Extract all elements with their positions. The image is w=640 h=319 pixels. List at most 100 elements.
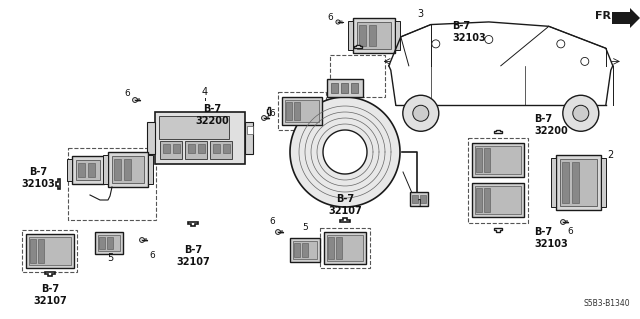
Bar xyxy=(294,243,300,257)
Text: 6: 6 xyxy=(567,227,573,236)
Bar xyxy=(476,188,482,212)
Bar xyxy=(163,144,170,153)
Bar xyxy=(468,138,528,223)
Bar xyxy=(475,186,521,214)
Bar xyxy=(278,92,326,130)
Bar xyxy=(114,159,121,180)
Circle shape xyxy=(336,20,340,24)
Text: B-7
32103: B-7 32103 xyxy=(452,21,486,43)
Circle shape xyxy=(557,40,564,48)
Text: 2: 2 xyxy=(607,150,613,160)
Bar xyxy=(68,148,156,220)
Bar xyxy=(223,144,230,153)
Circle shape xyxy=(413,105,429,121)
Bar xyxy=(30,239,36,263)
Bar xyxy=(348,21,353,50)
Bar xyxy=(556,155,601,210)
Bar xyxy=(302,243,308,257)
Bar xyxy=(475,146,521,174)
Text: 4: 4 xyxy=(202,87,208,97)
Text: B-7
32107: B-7 32107 xyxy=(176,245,210,267)
Polygon shape xyxy=(266,107,270,115)
Bar xyxy=(147,122,155,154)
Bar xyxy=(185,141,207,159)
Text: 6: 6 xyxy=(149,250,155,259)
Text: B-7
32103: B-7 32103 xyxy=(21,167,55,189)
Bar xyxy=(285,100,319,122)
Bar xyxy=(213,144,220,153)
Polygon shape xyxy=(45,272,55,276)
Bar xyxy=(484,188,490,212)
Bar xyxy=(359,25,366,46)
Bar xyxy=(472,143,524,177)
Polygon shape xyxy=(340,218,350,222)
Bar xyxy=(103,155,108,184)
Circle shape xyxy=(561,219,566,225)
Bar xyxy=(72,156,104,184)
Bar xyxy=(357,22,391,49)
Bar xyxy=(67,159,72,181)
Bar xyxy=(95,232,123,254)
Bar xyxy=(104,159,109,181)
Bar xyxy=(572,162,579,203)
Polygon shape xyxy=(188,222,198,226)
Circle shape xyxy=(262,115,266,121)
Text: 6: 6 xyxy=(327,12,333,21)
Bar xyxy=(107,237,113,249)
Bar xyxy=(293,241,317,259)
Bar xyxy=(159,116,229,139)
Circle shape xyxy=(581,57,589,65)
Bar xyxy=(38,239,44,263)
Bar xyxy=(353,18,395,53)
Text: 1: 1 xyxy=(417,199,423,209)
Text: B-7
32103: B-7 32103 xyxy=(534,227,568,249)
Bar xyxy=(98,235,120,251)
Bar xyxy=(155,112,245,164)
Bar xyxy=(112,156,144,183)
Circle shape xyxy=(276,230,280,234)
Bar xyxy=(29,237,71,265)
Text: 6: 6 xyxy=(269,218,275,226)
Text: 6: 6 xyxy=(269,108,275,117)
Bar xyxy=(286,102,292,120)
Bar xyxy=(341,83,348,93)
Polygon shape xyxy=(56,179,60,189)
Polygon shape xyxy=(354,44,362,48)
Bar xyxy=(420,195,426,203)
Bar xyxy=(188,144,195,153)
Bar xyxy=(290,238,320,262)
Polygon shape xyxy=(612,8,640,28)
Text: B-7
32200: B-7 32200 xyxy=(534,114,568,136)
Bar xyxy=(324,232,366,264)
Bar xyxy=(472,183,524,217)
Text: 5: 5 xyxy=(107,253,113,263)
Bar xyxy=(247,126,253,134)
Bar xyxy=(560,159,597,206)
Bar xyxy=(26,234,74,268)
Text: FR.: FR. xyxy=(595,11,616,21)
Bar xyxy=(351,83,358,93)
Polygon shape xyxy=(323,130,367,174)
Text: B-7
32107: B-7 32107 xyxy=(33,284,67,306)
Text: 3: 3 xyxy=(417,9,423,19)
Bar xyxy=(410,192,428,206)
Bar xyxy=(282,97,322,125)
Circle shape xyxy=(140,238,145,242)
Bar xyxy=(88,163,95,177)
Bar xyxy=(562,162,569,203)
Bar xyxy=(160,141,182,159)
Bar xyxy=(99,237,105,249)
Bar xyxy=(476,148,482,172)
Bar xyxy=(484,148,490,172)
Bar xyxy=(148,155,153,184)
Bar xyxy=(336,237,342,259)
Bar xyxy=(395,21,400,50)
Bar xyxy=(328,237,334,259)
Bar xyxy=(412,195,418,203)
Circle shape xyxy=(573,105,589,121)
Circle shape xyxy=(432,40,440,48)
Bar xyxy=(601,158,606,207)
Bar xyxy=(108,152,148,187)
Bar xyxy=(330,55,385,97)
Bar xyxy=(245,122,253,154)
